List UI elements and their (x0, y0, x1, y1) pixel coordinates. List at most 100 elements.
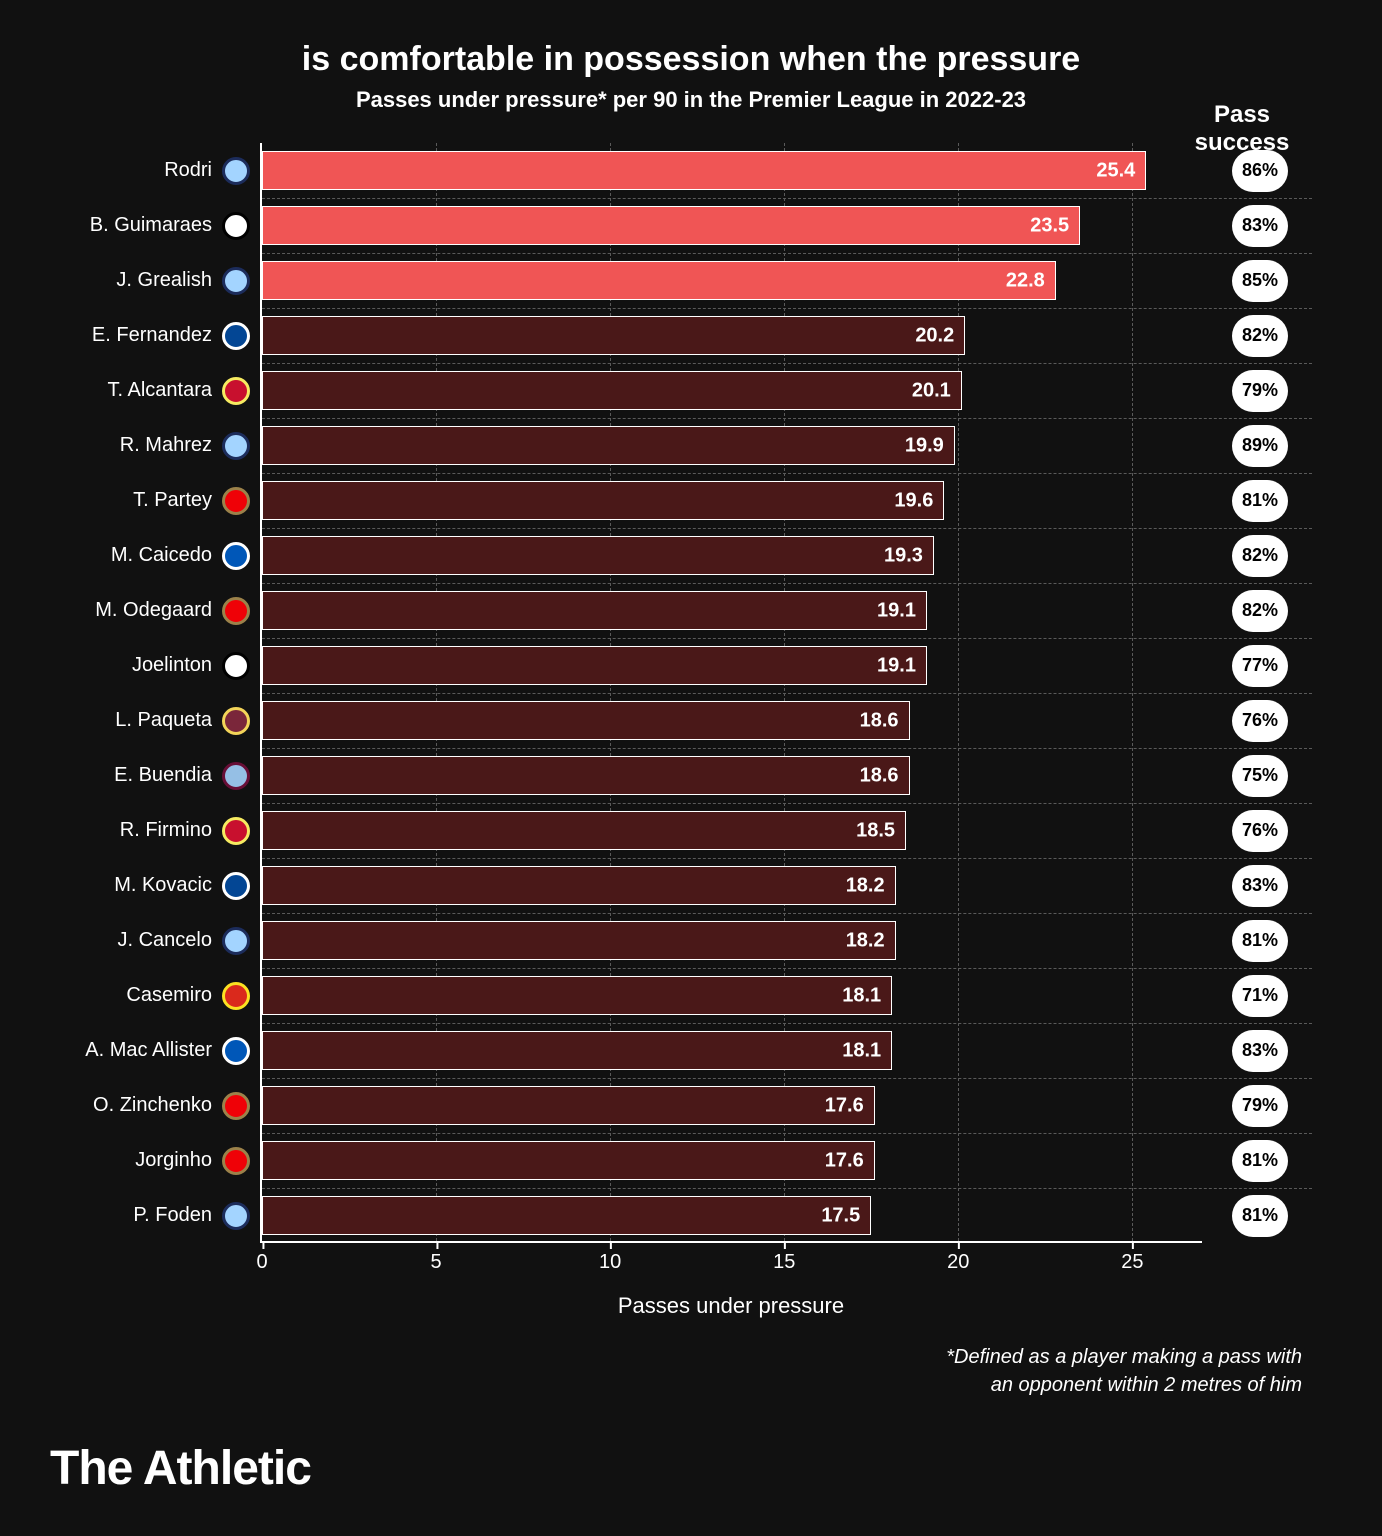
x-tick: 20 (947, 1241, 969, 1274)
club-badge-icon (222, 432, 250, 460)
club-badge-icon (222, 982, 250, 1010)
player-row: R. Firmino18.576% (262, 803, 1202, 858)
pass-success-pill: 81% (1232, 920, 1288, 962)
pass-success-pill: 75% (1232, 755, 1288, 797)
player-row: Joelinton19.177% (262, 638, 1202, 693)
pass-success-pill: 71% (1232, 975, 1288, 1017)
bar: 19.1 (262, 591, 927, 630)
player-name: T. Alcantara (107, 379, 212, 402)
pass-success-pill: 83% (1232, 1030, 1288, 1072)
player-row: Jorginho17.681% (262, 1133, 1202, 1188)
pass-success-pill: 79% (1232, 370, 1288, 412)
bar-value: 20.2 (915, 324, 954, 347)
player-label: T. Partey (133, 487, 262, 515)
x-tick: 10 (599, 1241, 621, 1274)
bar-value: 19.3 (884, 544, 923, 567)
player-name: J. Grealish (116, 269, 212, 292)
player-label: A. Mac Allister (85, 1037, 262, 1065)
club-badge-icon (222, 597, 250, 625)
player-label: M. Kovacic (114, 872, 262, 900)
club-badge-icon (222, 707, 250, 735)
bar: 19.6 (262, 481, 944, 520)
player-row: E. Buendia18.675% (262, 748, 1202, 803)
club-badge-icon (222, 817, 250, 845)
club-badge-icon (222, 927, 250, 955)
player-label: Joelinton (132, 652, 262, 680)
brand-logo: The Athletic (50, 1441, 311, 1496)
club-badge-icon (222, 1202, 250, 1230)
club-badge-icon (222, 1092, 250, 1120)
player-label: J. Grealish (116, 267, 262, 295)
player-name: J. Cancelo (118, 929, 213, 952)
club-badge-icon (222, 487, 250, 515)
player-name: P. Foden (133, 1204, 212, 1227)
plot-region: 0510152025Rodri25.486%B. Guimaraes23.583… (260, 143, 1202, 1243)
club-badge-icon (222, 377, 250, 405)
bar-value: 18.6 (860, 764, 899, 787)
pass-success-pill: 82% (1232, 315, 1288, 357)
club-badge-icon (222, 212, 250, 240)
bar-value: 19.1 (877, 599, 916, 622)
pass-success-pill: 77% (1232, 645, 1288, 687)
pass-success-pill: 81% (1232, 1195, 1288, 1237)
player-name: O. Zinchenko (93, 1094, 212, 1117)
player-label: E. Fernandez (92, 322, 262, 350)
pass-success-pill: 82% (1232, 590, 1288, 632)
pass-success-pill: 81% (1232, 1140, 1288, 1182)
player-row: M. Kovacic18.283% (262, 858, 1202, 913)
bar: 17.6 (262, 1141, 875, 1180)
club-badge-icon (222, 1147, 250, 1175)
bar-value: 18.1 (842, 1039, 881, 1062)
bar-value: 19.1 (877, 654, 916, 677)
player-row: M. Caicedo19.382% (262, 528, 1202, 583)
footnote-line-2: an opponent within 2 metres of him (991, 1374, 1302, 1396)
bar-value: 18.2 (846, 929, 885, 952)
x-tick: 25 (1121, 1241, 1143, 1274)
bar-value: 18.5 (856, 819, 895, 842)
footnote-line-1: *Defined as a player making a pass with (946, 1346, 1302, 1368)
bar: 22.8 (262, 261, 1056, 300)
player-name: R. Mahrez (120, 434, 212, 457)
player-name: E. Fernandez (92, 324, 212, 347)
club-badge-icon (222, 762, 250, 790)
club-badge-icon (222, 542, 250, 570)
club-badge-icon (222, 652, 250, 680)
bar-value: 19.6 (894, 489, 933, 512)
player-name: E. Buendia (114, 764, 212, 787)
x-tick: 0 (256, 1241, 267, 1274)
bar: 19.1 (262, 646, 927, 685)
player-label: Rodri (164, 157, 262, 185)
player-name: Jorginho (135, 1149, 212, 1172)
player-label: R. Firmino (120, 817, 262, 845)
bar: 18.5 (262, 811, 906, 850)
pass-success-pill: 81% (1232, 480, 1288, 522)
bar-value: 23.5 (1030, 214, 1069, 237)
club-badge-icon (222, 322, 250, 350)
chart-subtitle: Passes under pressure* per 90 in the Pre… (60, 87, 1322, 113)
player-name: Casemiro (126, 984, 212, 1007)
player-row: Casemiro18.171% (262, 968, 1202, 1023)
bar-value: 18.6 (860, 709, 899, 732)
player-name: M. Kovacic (114, 874, 212, 897)
pass-success-pill: 76% (1232, 700, 1288, 742)
pass-success-pill: 83% (1232, 865, 1288, 907)
bar-value: 17.6 (825, 1149, 864, 1172)
x-tick: 5 (431, 1241, 442, 1274)
bar: 20.1 (262, 371, 962, 410)
player-label: O. Zinchenko (93, 1092, 262, 1120)
pass-success-pill: 83% (1232, 205, 1288, 247)
player-label: Casemiro (126, 982, 262, 1010)
bar: 18.6 (262, 701, 910, 740)
player-row: P. Foden17.581% (262, 1188, 1202, 1243)
player-name: B. Guimaraes (90, 214, 212, 237)
bar: 19.3 (262, 536, 934, 575)
player-row: A. Mac Allister18.183% (262, 1023, 1202, 1078)
player-row: R. Mahrez19.989% (262, 418, 1202, 473)
chart-title: is comfortable in possession when the pr… (60, 40, 1322, 79)
bar-value: 17.6 (825, 1094, 864, 1117)
pass-success-pill: 76% (1232, 810, 1288, 852)
chart-area: Pass success 0510152025Rodri25.486%B. Gu… (260, 143, 1202, 1319)
x-axis-label: Passes under pressure (260, 1293, 1202, 1319)
player-row: B. Guimaraes23.583% (262, 198, 1202, 253)
player-label: Jorginho (135, 1147, 262, 1175)
